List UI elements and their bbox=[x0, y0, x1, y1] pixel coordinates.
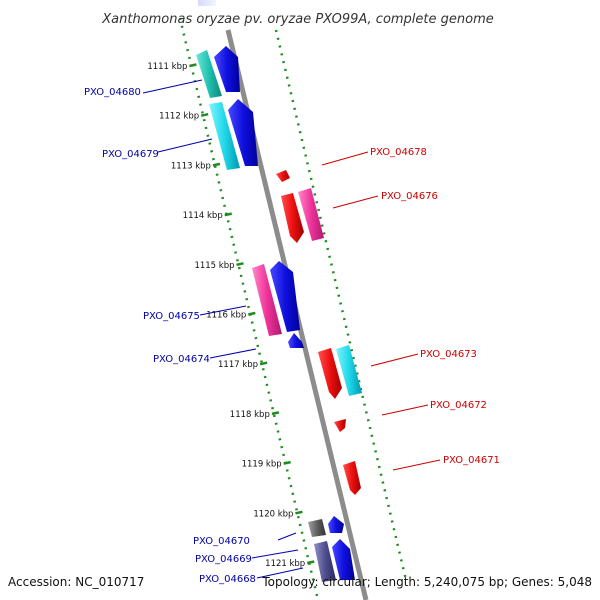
gene-arrow[interactable] bbox=[196, 50, 222, 98]
kbp-tick bbox=[259, 361, 268, 366]
gene-arrow[interactable] bbox=[328, 516, 344, 533]
kbp-label: 1118 kbp bbox=[230, 410, 270, 420]
gene-arrow[interactable] bbox=[343, 461, 361, 495]
gene-arrow[interactable] bbox=[281, 193, 304, 243]
kbp-label: 1111 kbp bbox=[147, 62, 187, 72]
kbp-tick bbox=[295, 510, 303, 515]
gene-label[interactable]: PXO_04672 bbox=[430, 400, 487, 411]
gene-label[interactable]: PXO_04673 bbox=[420, 349, 477, 360]
kbp-tick bbox=[224, 212, 232, 217]
kbp-label: 1116 kbp bbox=[206, 311, 246, 321]
kbp-tick bbox=[236, 262, 244, 267]
kbp-tick bbox=[271, 411, 280, 416]
forward-label-leaders bbox=[142, 79, 304, 579]
gene-label[interactable]: PXO_04670 bbox=[193, 536, 250, 547]
kbp-tick bbox=[200, 112, 209, 117]
kbp-tick bbox=[212, 162, 221, 167]
gene-arrow[interactable] bbox=[298, 188, 324, 241]
gene-arrow[interactable] bbox=[334, 419, 346, 432]
reverse-label-leaders bbox=[321, 151, 441, 471]
reverse-genes bbox=[276, 170, 362, 495]
gene-label[interactable]: PXO_04674 bbox=[153, 354, 210, 365]
gene-label[interactable]: PXO_04675 bbox=[143, 311, 200, 322]
gene-label[interactable]: PXO_04671 bbox=[443, 455, 500, 466]
accession-text: Accession: NC_010717 bbox=[8, 575, 144, 589]
kbp-label: 1117 kbp bbox=[218, 360, 258, 370]
gene-arrow[interactable] bbox=[336, 345, 362, 396]
kbp-scale: 1111 kbp 1112 kbp 1113 kbp 1114 kbp 1115 kbp… bbox=[147, 62, 315, 569]
gene-arrow[interactable] bbox=[318, 348, 342, 399]
kbp-label: 1114 kbp bbox=[183, 211, 223, 221]
forward-gene-labels: PXO_04680 PXO_04679 PXO_04675 PXO_04674 … bbox=[84, 87, 256, 585]
forward-genes bbox=[196, 0, 355, 582]
kbp-tick bbox=[306, 560, 315, 565]
gene-arrow[interactable] bbox=[314, 541, 336, 582]
topology-text: Topology: circular; Length: 5,240,075 bp… bbox=[261, 575, 592, 589]
kbp-label: 1113 kbp bbox=[171, 161, 211, 171]
kbp-tick bbox=[248, 311, 256, 316]
gene-arrow[interactable] bbox=[252, 264, 282, 336]
gene-label[interactable]: PXO_04676 bbox=[381, 191, 438, 202]
gene-label[interactable]: PXO_04669 bbox=[195, 554, 252, 565]
reverse-gene-labels: PXO_04678 PXO_04676 PXO_04673 PXO_04672 … bbox=[370, 147, 500, 466]
gene-arrow[interactable] bbox=[214, 46, 240, 92]
gene-label[interactable]: PXO_04680 bbox=[84, 87, 141, 98]
gene-arrow[interactable] bbox=[209, 102, 240, 170]
gene-label[interactable]: PXO_04668 bbox=[199, 574, 256, 585]
gene-arrow[interactable] bbox=[308, 519, 326, 537]
gene-arrow[interactable] bbox=[198, 0, 216, 6]
kbp-tick bbox=[283, 460, 291, 465]
gene-arrow[interactable] bbox=[276, 170, 290, 182]
gene-arrow[interactable] bbox=[288, 333, 304, 348]
map-title: Xanthomonas oryzae pv. oryzae PXO99A, co… bbox=[101, 12, 494, 27]
kbp-tick bbox=[189, 63, 197, 68]
kbp-label: 1115 kbp bbox=[194, 261, 234, 271]
kbp-label: 1112 kbp bbox=[159, 112, 199, 122]
kbp-label: 1120 kbp bbox=[253, 509, 293, 519]
gene-arrow[interactable] bbox=[332, 539, 355, 580]
kbp-label: 1121 kbp bbox=[265, 559, 305, 569]
gene-arrow[interactable] bbox=[228, 99, 258, 166]
gene-arrow[interactable] bbox=[270, 261, 300, 332]
gene-label[interactable]: PXO_04678 bbox=[370, 147, 427, 158]
kbp-label: 1119 kbp bbox=[242, 460, 282, 470]
gene-label[interactable]: PXO_04679 bbox=[102, 149, 159, 160]
